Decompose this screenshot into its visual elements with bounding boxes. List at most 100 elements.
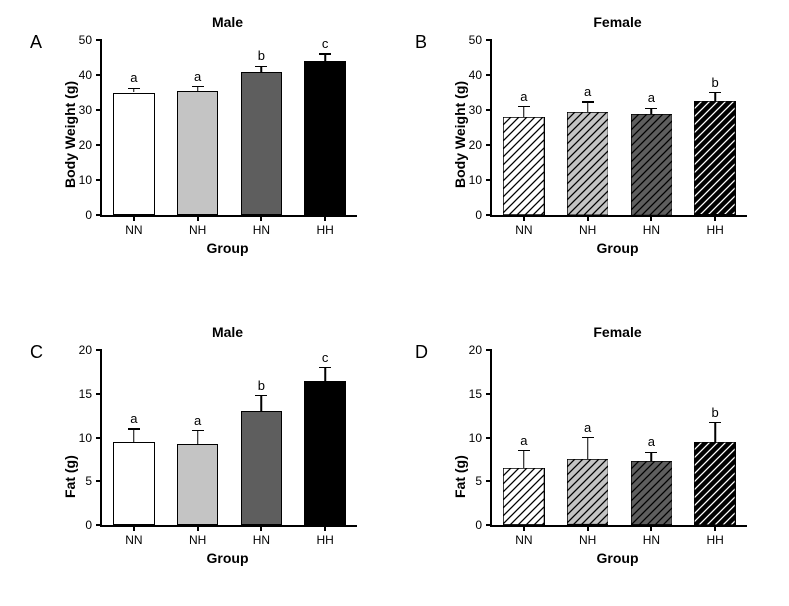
y-tick-label: 20 [469, 138, 482, 152]
y-tick [96, 214, 102, 216]
error-bar [324, 368, 326, 381]
y-tick [96, 437, 102, 439]
y-label-c: Fat (g) [62, 378, 78, 498]
y-tick-label: 10 [79, 173, 92, 187]
y-tick-label: 15 [469, 387, 482, 401]
error-cap [518, 450, 530, 452]
error-bar [523, 451, 525, 469]
error-bar [261, 66, 263, 71]
error-cap [192, 430, 204, 432]
error-bar [651, 108, 653, 113]
y-label-a: Body Weight (g) [62, 68, 78, 188]
y-tick-label: 20 [79, 343, 92, 357]
y-tick-label: 50 [79, 33, 92, 47]
y-label-d: Fat (g) [452, 378, 468, 498]
y-tick [486, 480, 492, 482]
error-cap [319, 53, 331, 55]
y-tick [486, 214, 492, 216]
y-tick-label: 30 [469, 103, 482, 117]
x-tick-label: NH [579, 533, 596, 547]
y-tick-label: 0 [475, 518, 482, 532]
y-tick [486, 524, 492, 526]
significance-letter: c [322, 36, 329, 51]
y-tick-label: 10 [79, 431, 92, 445]
x-tick [523, 525, 525, 531]
x-tick-label: NN [125, 223, 142, 237]
bar [304, 61, 345, 215]
y-tick [96, 179, 102, 181]
y-tick-label: 40 [469, 68, 482, 82]
y-tick-label: 20 [469, 343, 482, 357]
x-tick [714, 215, 716, 221]
y-tick [96, 349, 102, 351]
bar [503, 468, 544, 525]
error-bar [714, 423, 716, 442]
significance-letter: a [520, 89, 527, 104]
bar [177, 91, 218, 215]
significance-letter: b [712, 75, 719, 90]
y-tick-label: 15 [79, 387, 92, 401]
chart-title-c: Male [100, 324, 355, 340]
y-tick [486, 393, 492, 395]
y-label-b: Body Weight (g) [452, 68, 468, 188]
error-cap [709, 92, 721, 94]
y-tick [486, 144, 492, 146]
x-tick [714, 525, 716, 531]
error-cap [255, 395, 267, 397]
bar [241, 72, 282, 216]
bar [567, 112, 608, 215]
bar [113, 93, 154, 216]
y-tick-label: 0 [85, 518, 92, 532]
x-tick-label: HH [316, 223, 333, 237]
error-cap [709, 422, 721, 424]
y-tick [486, 39, 492, 41]
plot-area-c: 05101520aNNaNHbHNcHH [100, 350, 357, 527]
y-tick [486, 349, 492, 351]
x-tick-label: NN [515, 533, 532, 547]
x-tick [587, 525, 589, 531]
x-tick [260, 215, 262, 221]
error-cap [128, 88, 140, 90]
chart-title-b: Female [490, 14, 745, 30]
panel-label-a: A [30, 32, 42, 53]
significance-letter: a [194, 413, 201, 428]
error-bar [587, 102, 589, 112]
error-cap [645, 452, 657, 454]
x-tick [587, 215, 589, 221]
bar [694, 101, 735, 215]
x-tick-label: HN [253, 533, 270, 547]
y-tick-label: 40 [79, 68, 92, 82]
x-tick-label: NN [515, 223, 532, 237]
y-tick [96, 74, 102, 76]
y-tick-label: 10 [469, 173, 482, 187]
error-bar [261, 396, 263, 412]
error-cap [645, 108, 657, 110]
significance-letter: b [712, 405, 719, 420]
x-tick [523, 215, 525, 221]
panel-label-c: C [30, 342, 43, 363]
error-cap [582, 437, 594, 439]
x-tick [650, 525, 652, 531]
bar [694, 442, 735, 525]
chart-title-d: Female [490, 324, 745, 340]
x-tick [260, 525, 262, 531]
y-tick [96, 144, 102, 146]
error-cap [128, 428, 140, 430]
significance-letter: a [648, 90, 655, 105]
y-tick-label: 10 [469, 431, 482, 445]
y-tick [96, 393, 102, 395]
significance-letter: a [194, 69, 201, 84]
y-tick [486, 109, 492, 111]
error-cap [319, 367, 331, 369]
panel-label-b: B [415, 32, 427, 53]
x-label-c: Group [100, 550, 355, 566]
x-tick-label: HH [316, 533, 333, 547]
error-bar [324, 54, 326, 61]
error-bar [587, 438, 589, 460]
x-tick [133, 525, 135, 531]
x-tick-label: NN [125, 533, 142, 547]
x-tick-label: NH [189, 223, 206, 237]
y-tick [96, 480, 102, 482]
y-tick-label: 50 [469, 33, 482, 47]
y-tick [486, 179, 492, 181]
